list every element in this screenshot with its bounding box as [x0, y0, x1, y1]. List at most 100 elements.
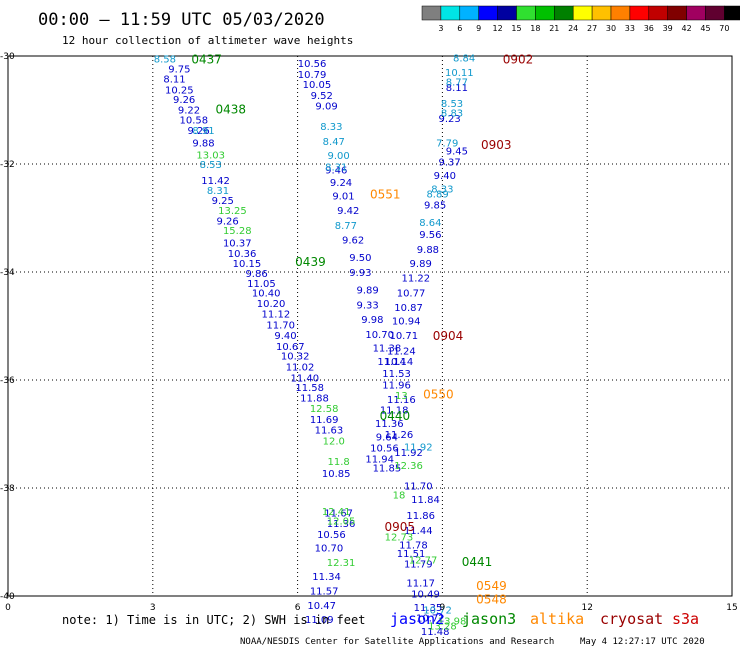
swh-value: 11.70: [266, 320, 295, 331]
colorbar-label: 45: [700, 24, 710, 33]
swh-value: 11.44: [404, 526, 433, 537]
swh-value: 11.42: [201, 176, 230, 187]
x-tick-label: 15: [726, 603, 737, 613]
colorbar-swatch: [705, 5, 725, 21]
swh-value: 10.70: [315, 543, 344, 554]
swh-value: 10.14: [385, 357, 414, 368]
x-tick-label: 9: [440, 603, 446, 613]
satellite-legend: jason2 jason3 altika cryosat s3a: [390, 610, 699, 628]
colorbar-label: 33: [625, 24, 635, 33]
y-tick-label: -34: [0, 268, 15, 278]
swh-value: 11.79: [404, 560, 433, 571]
y-tick-label: -32: [0, 160, 15, 170]
colorbar-swatch: [667, 5, 687, 21]
satellite-legend-item: altika: [530, 610, 584, 628]
swh-value: 11.36: [375, 419, 404, 430]
swh-value: 11.36: [327, 519, 356, 530]
swh-value: 10.56: [317, 530, 346, 541]
colorbar-swatch: [648, 5, 668, 21]
swh-value: 12.31: [327, 558, 356, 569]
colorbar-swatch: [629, 5, 650, 21]
colorbar-label: 12: [493, 24, 503, 33]
pass-label: 0551: [370, 188, 401, 202]
generated-timestamp: May 4 12:27:17 UTC 2020: [580, 637, 705, 647]
swh-value: 8.11: [446, 83, 468, 94]
swh-value: 8.89: [426, 190, 448, 201]
swh-value: 8.77: [446, 77, 468, 88]
colorbar-swatch: [591, 5, 612, 21]
swh-value: 11.57: [310, 587, 339, 598]
swh-value: 10.94: [392, 317, 421, 328]
swh-value: 9.88: [417, 245, 439, 256]
swh-value: 11.58: [295, 383, 324, 394]
swh-value: 11.02: [286, 363, 315, 374]
swh-value: 11.84: [411, 495, 440, 506]
swh-value: 10.05: [303, 80, 332, 91]
colorbar-swatch: [421, 5, 442, 21]
colorbar-swatch: [440, 5, 461, 21]
swh-value: 10.25: [165, 85, 194, 96]
swh-value: 13.25: [218, 206, 247, 217]
swh-value: 8.31: [325, 163, 347, 174]
swh-value: 11.69: [310, 415, 339, 426]
swh-value: 11.86: [406, 511, 435, 522]
swh-value: 11.8: [327, 457, 349, 468]
swh-value: 8.83: [441, 109, 463, 120]
swh-value: 10.47: [307, 601, 336, 612]
swh-value: 9.37: [439, 157, 461, 168]
swh-value: 8.77: [335, 221, 357, 232]
x-tick-label: 6: [295, 603, 301, 613]
swh-value: 11.38: [373, 344, 402, 355]
x-tick-label: 0: [5, 603, 11, 613]
swh-value: 9.23: [439, 114, 461, 125]
swh-value: 11.26: [385, 430, 414, 441]
pass-label: 0550: [423, 388, 454, 402]
swh-value: 11.92: [404, 442, 433, 453]
pass-label: 0905: [384, 520, 415, 534]
swh-value: 10.77: [397, 289, 426, 300]
swh-value: 9.89: [410, 259, 432, 270]
pass-label: 0440: [380, 409, 411, 423]
swh-value: 10.72: [416, 614, 445, 625]
swh-value: 9.24: [330, 178, 352, 189]
swh-value: 11.67: [324, 508, 353, 519]
swh-value: 9.86: [245, 269, 267, 280]
swh-value: 10.11: [445, 68, 474, 79]
y-tick-label: -38: [0, 484, 15, 494]
axis-ticks: 0 3 6 9 12 15 -30 -32 -34 -36 -38 -40: [0, 52, 738, 613]
swh-value: 8.58: [154, 55, 176, 66]
swh-value: 11.09: [305, 615, 334, 626]
swh-value: 11.05: [247, 279, 276, 290]
colorbar-swatch: [572, 5, 593, 21]
pass-label: 0441: [462, 555, 493, 569]
swh-value: 9.42: [337, 206, 359, 217]
swh-value: 8.47: [323, 137, 345, 148]
colorbar-label: 36: [644, 24, 654, 33]
satellite-legend-item: jason3: [462, 610, 516, 628]
swh-value: 11.34: [312, 572, 341, 583]
swh-value: 11.16: [387, 395, 416, 406]
swh-value: 10.87: [394, 303, 423, 314]
footnote: note: 1) Time is in UTC; 2) SWH is in fe…: [62, 613, 365, 627]
swh-value: 10.85: [322, 469, 351, 480]
swh-value: 9.40: [434, 171, 456, 182]
swh-value: 11.78: [399, 541, 428, 552]
swh-value: 8.33: [320, 122, 342, 133]
swh-value: 12.58: [310, 404, 339, 415]
swh-value: 9.93: [349, 268, 371, 279]
swh-value: 18: [393, 490, 406, 501]
swh-value: 8.31: [207, 186, 229, 197]
pass-label: 0902: [503, 53, 534, 67]
swh-value: 9.26: [216, 217, 238, 228]
swh-value: 10.56: [298, 59, 327, 70]
x-tick-label: 12: [581, 603, 592, 613]
swh-value: 10.70: [365, 330, 394, 341]
swh-value: 9.85: [424, 201, 446, 212]
swh-value: 11.51: [397, 549, 426, 560]
swh-value: 11.35: [414, 603, 443, 614]
swh-value: 15.28: [223, 226, 252, 237]
swh-value: 10.37: [223, 238, 252, 249]
swh-value: 11.92: [394, 448, 423, 459]
